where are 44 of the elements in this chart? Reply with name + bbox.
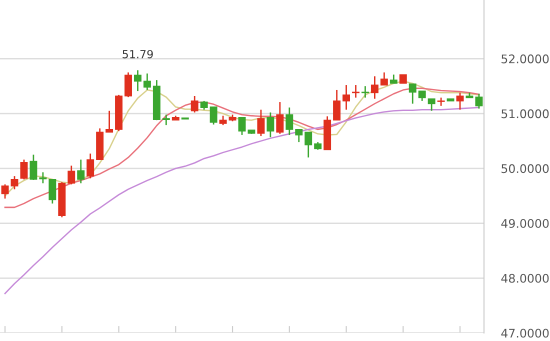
candlestick [10, 175, 18, 190]
candlestick [48, 178, 56, 204]
y-tick-label: 51.0000 [502, 109, 549, 118]
line-series [4, 106, 480, 294]
candlestick [408, 83, 416, 104]
candlestick [20, 158, 28, 180]
candlestick [190, 95, 198, 114]
candlestick [257, 109, 265, 137]
candlestick [286, 106, 294, 136]
candlestick [276, 101, 284, 135]
candlestick [370, 76, 378, 100]
candlestick [428, 98, 436, 112]
candlestick [333, 89, 341, 121]
candlestick [456, 92, 464, 110]
candlestick [342, 84, 350, 110]
y-tick-label: 49.0000 [501, 219, 549, 228]
candlestick [352, 84, 360, 98]
candlestick [77, 158, 85, 184]
candlestick [210, 106, 218, 126]
candlestick [304, 132, 312, 158]
candlestick [418, 90, 426, 102]
candlestick [238, 116, 246, 136]
candlestick [124, 72, 132, 98]
annotation: 51.79 [122, 50, 153, 58]
candlestick [143, 72, 151, 91]
candlestick [68, 164, 76, 186]
candlestick [39, 172, 47, 184]
candlestick [30, 154, 38, 181]
candlestick [361, 85, 369, 98]
candlestick [380, 72, 388, 86]
candlestick [106, 110, 114, 133]
candlestick [475, 93, 483, 110]
candlestick [295, 128, 303, 143]
candlestick [86, 152, 94, 179]
candlestick [437, 96, 445, 107]
y-tick-label: 47.0000 [501, 328, 549, 338]
candlestick [162, 114, 170, 126]
candlestick [219, 115, 227, 126]
candlestick [1, 184, 9, 200]
candlestick [266, 112, 274, 138]
candlestick [134, 70, 142, 92]
y-tick-label: 52.0000 [502, 54, 549, 64]
y-tick-label: 48.0000 [501, 274, 549, 283]
y-tick-label: 50.0000 [502, 164, 549, 174]
